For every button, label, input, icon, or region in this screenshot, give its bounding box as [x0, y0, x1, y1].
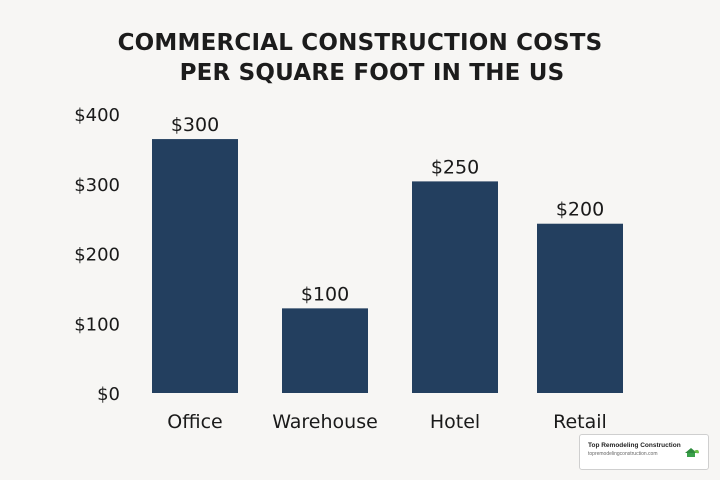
chart-title-line-1: COMMERCIAL CONSTRUCTION COSTS [117, 30, 603, 56]
bar-value-label: $250 [431, 156, 479, 178]
y-tick-label: $100 [74, 314, 120, 335]
x-tick-label: Office [167, 411, 222, 433]
bar-office [152, 139, 238, 393]
watermark-url: topremodelingconstruction.com [588, 451, 658, 457]
watermark-badge: Top Remodeling Construction topremodelin… [579, 434, 709, 470]
y-tick-label: $0 [97, 384, 120, 405]
y-tick-label: $400 [74, 105, 120, 126]
chart-title-line-2: PER SQUARE FOOT IN THE US [179, 60, 565, 86]
x-axis: Office Warehouse Hotel Retail [167, 411, 607, 433]
bar-value-label: $100 [301, 283, 349, 305]
bar-data-labels: $300 $100 $250 $200 [171, 114, 604, 305]
bar-warehouse [282, 308, 368, 393]
bar-hotel [412, 181, 498, 393]
x-tick-label: Hotel [430, 411, 480, 433]
y-tick-label: $300 [74, 175, 120, 196]
x-tick-label: Warehouse [272, 411, 378, 433]
house-leaf-logo-icon [685, 448, 699, 457]
y-axis: $0 $100 $200 $300 $400 [74, 105, 120, 405]
bar-value-label: $300 [171, 114, 219, 136]
bars [152, 139, 623, 393]
watermark-name: Top Remodeling Construction [588, 442, 681, 449]
chart-title: COMMERCIAL CONSTRUCTION COSTS PER SQUARE… [0, 28, 720, 88]
y-tick-label: $200 [74, 245, 120, 266]
bar-retail [537, 223, 623, 393]
x-tick-label: Retail [553, 411, 607, 433]
bar-value-label: $200 [556, 199, 604, 221]
